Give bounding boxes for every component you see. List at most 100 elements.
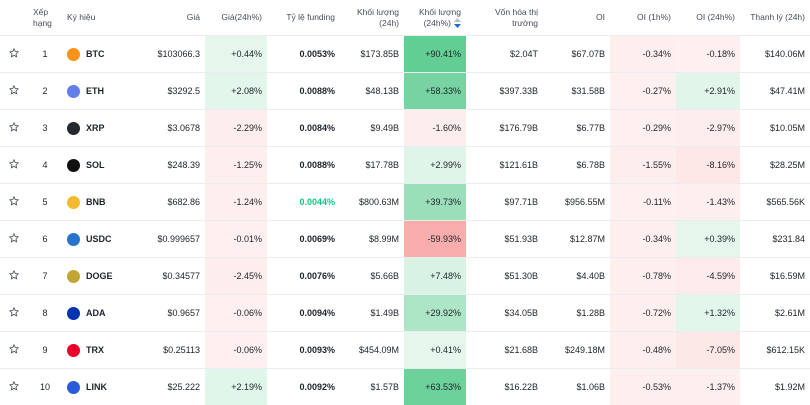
- cell-text: 10: [40, 382, 50, 392]
- cell: $0.25113: [150, 332, 205, 369]
- column-header[interactable]: Khối lượng (24h%): [404, 0, 466, 36]
- column-header[interactable]: Giá(24h%): [205, 0, 267, 36]
- coin-symbol: SOL: [86, 160, 105, 170]
- cell: $8.99M: [340, 221, 404, 258]
- favorite-star[interactable]: [9, 344, 19, 354]
- cell-text: $248.39: [167, 160, 200, 170]
- favorite-star[interactable]: [9, 85, 19, 95]
- cell-text: +0.39%: [704, 234, 735, 244]
- cell: $2.04T: [466, 36, 543, 73]
- cell-text: $12.87M: [570, 234, 605, 244]
- cell-text: $176.79B: [499, 123, 538, 133]
- coin-icon: [67, 270, 80, 283]
- cell-text: $3292.5: [167, 86, 200, 96]
- cell-text: -0.29%: [642, 123, 671, 133]
- column-header[interactable]: Tỷ lệ funding: [267, 0, 340, 36]
- cell-text: +2.99%: [430, 160, 461, 170]
- cell-text: 5: [42, 197, 47, 207]
- cell-text: $16.22B: [504, 382, 538, 392]
- cell-text: $31.58B: [571, 86, 605, 96]
- coin-symbol: XRP: [86, 123, 105, 133]
- cell-text: $2.61M: [775, 308, 805, 318]
- column-header[interactable]: Giá: [150, 0, 205, 36]
- favorite-star[interactable]: [9, 270, 19, 280]
- favorite-star[interactable]: [9, 233, 19, 243]
- cell: $397.33B: [466, 73, 543, 110]
- star-cell: [0, 110, 28, 147]
- cell: +1.32%: [676, 295, 740, 332]
- cell: $612.15K: [740, 332, 810, 369]
- cell: $3.0678: [150, 110, 205, 147]
- favorite-star[interactable]: [9, 122, 19, 132]
- cell: 2: [28, 73, 62, 110]
- column-header[interactable]: Vốn hóa thị trường: [466, 0, 543, 36]
- cell: $173.85B: [340, 36, 404, 73]
- favorite-star[interactable]: [9, 196, 19, 206]
- coin-symbol: LINK: [86, 382, 107, 392]
- cell-text: $1.49B: [370, 308, 399, 318]
- cell-text: $565.56K: [766, 197, 805, 207]
- cell: -0.78%: [610, 258, 676, 295]
- cell: $248.39: [150, 147, 205, 184]
- favorite-star[interactable]: [9, 307, 19, 317]
- favorite-star[interactable]: [9, 381, 19, 391]
- cell-text: -1.24%: [233, 197, 262, 207]
- header-text: Ký hiệu: [67, 12, 95, 22]
- cell: -1.55%: [610, 147, 676, 184]
- cell: ADA: [62, 295, 150, 332]
- coin-icon: [67, 85, 80, 98]
- column-header[interactable]: Thanh lý (24h): [740, 0, 810, 36]
- favorite-star[interactable]: [9, 48, 19, 58]
- cell: $47.41M: [740, 73, 810, 110]
- sort-icon[interactable]: [454, 18, 461, 28]
- coin: XRP: [67, 122, 145, 135]
- cell-text: $1.06B: [576, 382, 605, 392]
- cell-text: $97.71B: [504, 197, 538, 207]
- cell-text: -1.25%: [233, 160, 262, 170]
- column-header[interactable]: Khối lượng (24h): [340, 0, 404, 36]
- cell: $103066.3: [150, 36, 205, 73]
- cell: 0.0069%: [267, 221, 340, 258]
- star-cell: [0, 221, 28, 258]
- column-header: Ký hiệu: [62, 0, 150, 36]
- cell-text: $48.13B: [365, 86, 399, 96]
- cell: 8: [28, 295, 62, 332]
- cell-text: -1.60%: [432, 123, 461, 133]
- column-header[interactable]: OI: [543, 0, 610, 36]
- coin: ETH: [67, 85, 145, 98]
- cell: -0.53%: [610, 369, 676, 405]
- column-header[interactable]: OI (1h%): [610, 0, 676, 36]
- cell-text: -59.93%: [427, 234, 461, 244]
- cell-text: $51.30B: [504, 271, 538, 281]
- cell: $3292.5: [150, 73, 205, 110]
- cell: $2.61M: [740, 295, 810, 332]
- cell: +29.92%: [404, 295, 466, 332]
- column-header[interactable]: OI (24h%): [676, 0, 740, 36]
- cell: XRP: [62, 110, 150, 147]
- coin: BTC: [67, 48, 145, 61]
- cell-text: $249.18M: [565, 345, 605, 355]
- cell: +7.48%: [404, 258, 466, 295]
- cell: $0.34577: [150, 258, 205, 295]
- cell-text: $121.61B: [499, 160, 538, 170]
- coin-icon: [67, 122, 80, 135]
- cell: -0.34%: [610, 36, 676, 73]
- cell: $1.57B: [340, 369, 404, 405]
- header-text: OI (1h%): [637, 12, 671, 22]
- cell-text: $5.66B: [370, 271, 399, 281]
- cell: +0.39%: [676, 221, 740, 258]
- cell: +2.08%: [205, 73, 267, 110]
- header-text: OI: [596, 12, 605, 22]
- cell-text: 1: [42, 49, 47, 59]
- favorite-star[interactable]: [9, 159, 19, 169]
